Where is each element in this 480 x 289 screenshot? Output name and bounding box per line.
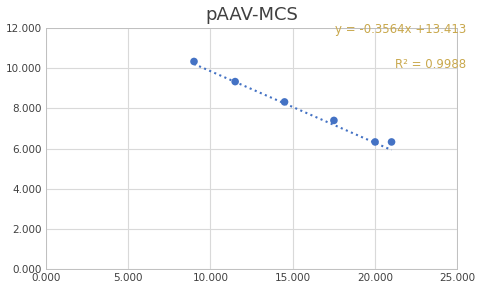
Text: y = -0.3564x +13.413: y = -0.3564x +13.413	[335, 23, 466, 36]
Point	[329, 118, 337, 123]
Point	[190, 59, 197, 64]
Point	[231, 79, 239, 84]
Text: R² = 0.9988: R² = 0.9988	[395, 58, 466, 71]
Point	[387, 140, 395, 144]
Title: pAAV-MCS: pAAV-MCS	[205, 5, 298, 24]
Point	[280, 100, 288, 104]
Point	[371, 140, 378, 144]
